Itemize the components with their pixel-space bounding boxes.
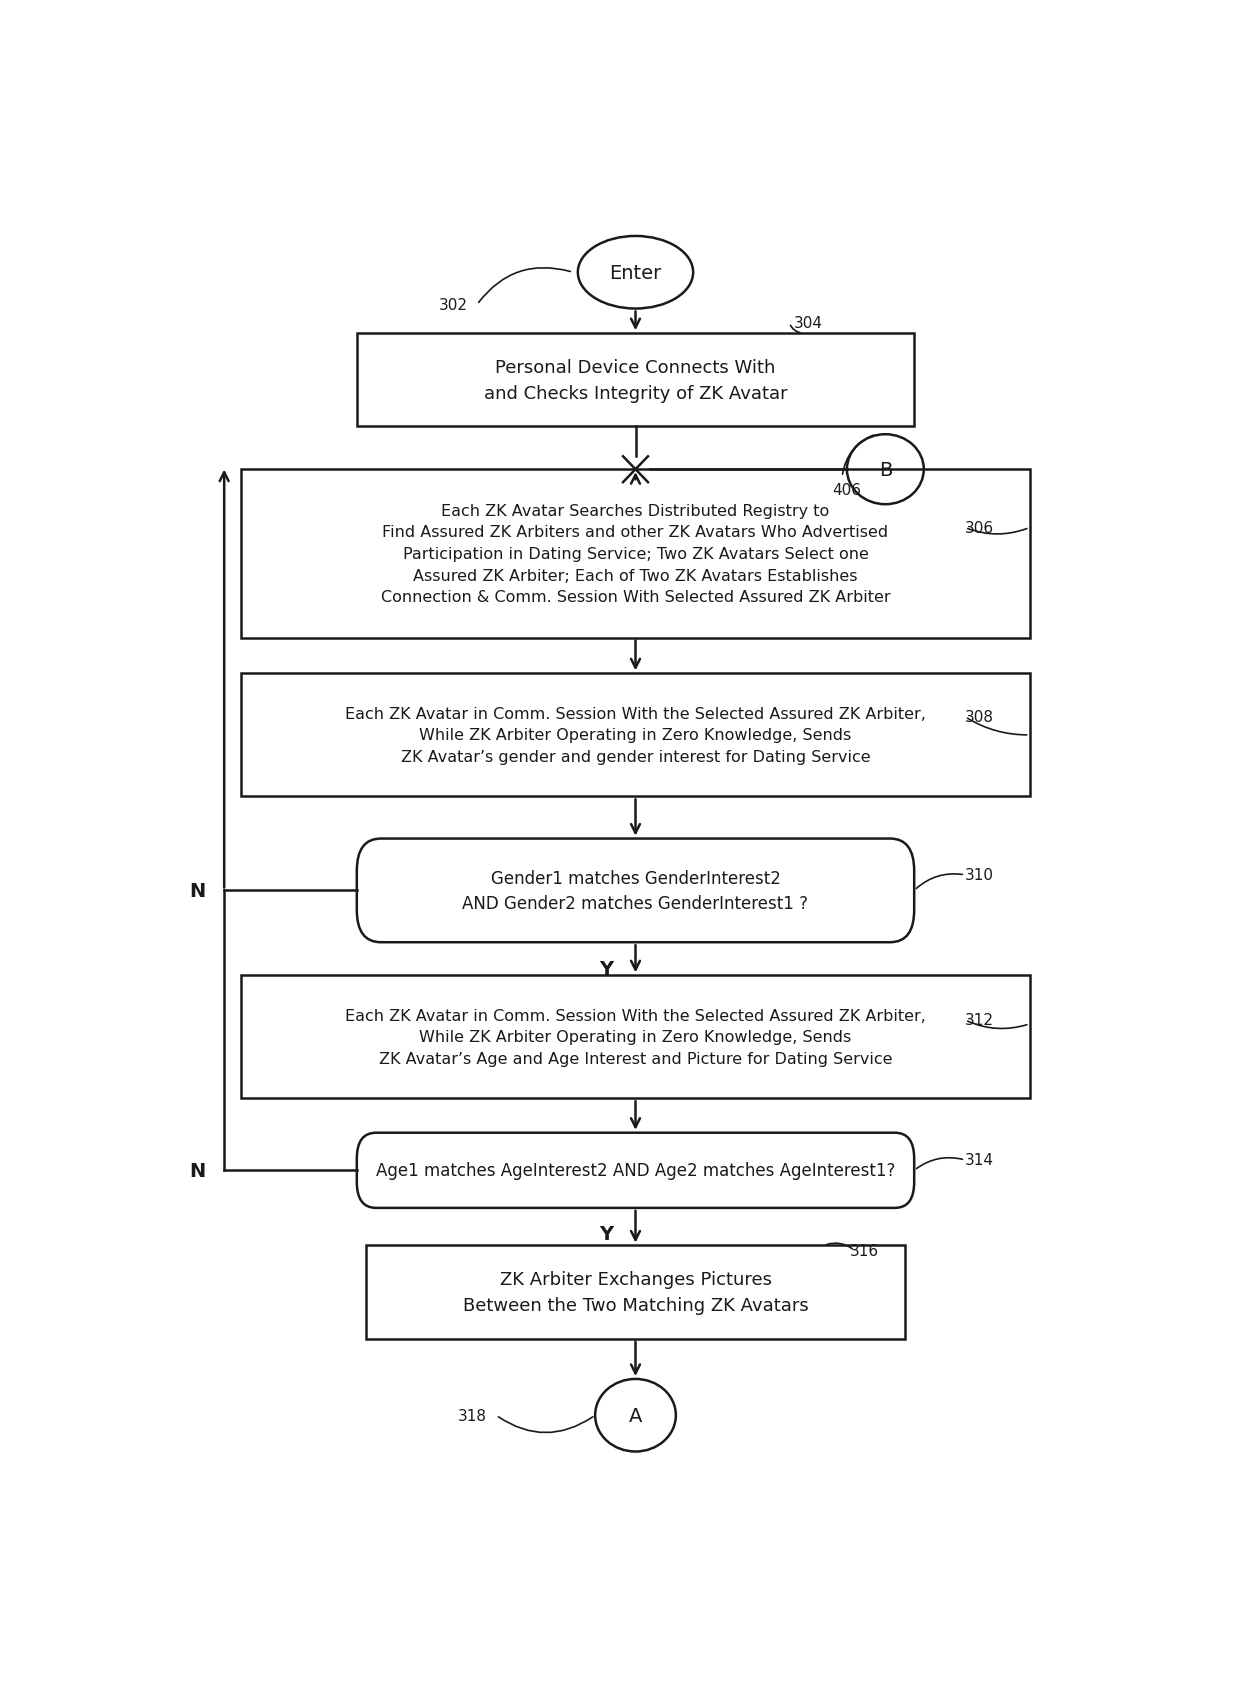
Text: 316: 316 [849,1243,879,1258]
Text: Each ZK Avatar in Comm. Session With the Selected Assured ZK Arbiter,
While ZK A: Each ZK Avatar in Comm. Session With the… [345,706,926,765]
Text: Each ZK Avatar in Comm. Session With the Selected Assured ZK Arbiter,
While ZK A: Each ZK Avatar in Comm. Session With the… [345,1008,926,1066]
Text: 406: 406 [832,483,862,498]
Text: Y: Y [600,1224,614,1243]
Text: A: A [629,1406,642,1425]
Text: Age1 matches AgeInterest2 AND Age2 matches AgeInterest1?: Age1 matches AgeInterest2 AND Age2 match… [376,1162,895,1179]
Text: N: N [190,1161,206,1181]
Bar [242,674,1029,797]
Text: Enter: Enter [609,264,662,283]
Text: 302: 302 [439,298,467,313]
Text: Personal Device Connects With
and Checks Integrity of ZK Avatar: Personal Device Connects With and Checks… [484,358,787,402]
Bar [242,469,1029,637]
Bar [357,335,914,427]
Text: Y: Y [600,959,614,977]
Text: Gender1 matches GenderInterest2
AND Gender2 matches GenderInterest1 ?: Gender1 matches GenderInterest2 AND Gend… [463,870,808,913]
Text: 312: 312 [965,1013,994,1028]
Text: B: B [879,461,892,479]
Text: 306: 306 [965,521,994,535]
Text: N: N [190,881,206,900]
Text: 314: 314 [965,1152,994,1167]
Text: ZK Arbiter Exchanges Pictures
Between the Two Matching ZK Avatars: ZK Arbiter Exchanges Pictures Between th… [463,1270,808,1314]
Text: Each ZK Avatar Searches Distributed Registry to
Find Assured ZK Arbiters and oth: Each ZK Avatar Searches Distributed Regi… [381,503,890,606]
Text: 310: 310 [965,868,994,883]
Bar [242,976,1029,1098]
Bar [367,1246,905,1339]
Text: 304: 304 [794,316,823,331]
Text: 318: 318 [458,1408,486,1423]
Text: 308: 308 [965,710,994,725]
